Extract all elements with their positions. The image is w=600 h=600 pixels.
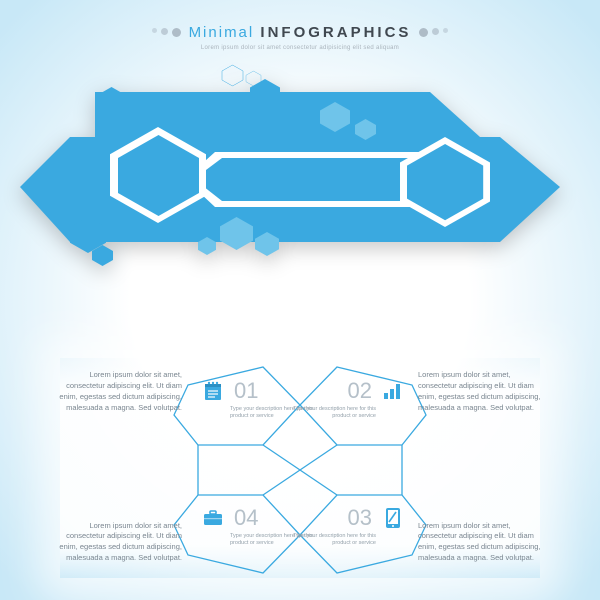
paragraph-4: Lorem ipsum dolor sit amet, consectetur … [418, 521, 548, 565]
page-title: Minimal INFOGRAPHICS [152, 24, 449, 41]
node-caption: Type your description here for this prod… [276, 406, 376, 420]
title-main: INFOGRAPHICS [260, 24, 411, 41]
node-number: 04 [234, 505, 258, 531]
node-01: 01 Type your description here for this p… [200, 378, 284, 404]
subtitle: Lorem ipsum dolor sit amet consectetur a… [170, 45, 430, 51]
header: Minimal INFOGRAPHICS Lorem ipsum dolor s… [0, 0, 600, 51]
bar-chart-icon [380, 378, 406, 404]
briefcase-icon [200, 505, 226, 531]
lower-section: Lorem ipsum dolor sit amet, consectetur … [0, 340, 600, 600]
hero-hex-banner [0, 57, 600, 307]
node-02: 02 Type your description here for this p… [322, 378, 406, 404]
node-04: 04 Type your description here for this p… [200, 505, 284, 531]
title-accent: Minimal [189, 24, 255, 41]
node-number: 02 [348, 378, 372, 404]
node-caption: Type your description here for this prod… [230, 533, 330, 547]
node-number: 01 [234, 378, 258, 404]
paragraph-3: Lorem ipsum dolor sit amet, consectetur … [52, 521, 182, 565]
paragraph-2: Lorem ipsum dolor sit amet, consectetur … [418, 370, 548, 414]
node-number: 03 [348, 505, 372, 531]
notepad-icon [200, 378, 226, 404]
paragraph-1: Lorem ipsum dolor sit amet, consectetur … [52, 370, 182, 414]
tablet-icon [380, 505, 406, 531]
node-03: 03 Type your description here for this p… [322, 505, 406, 531]
